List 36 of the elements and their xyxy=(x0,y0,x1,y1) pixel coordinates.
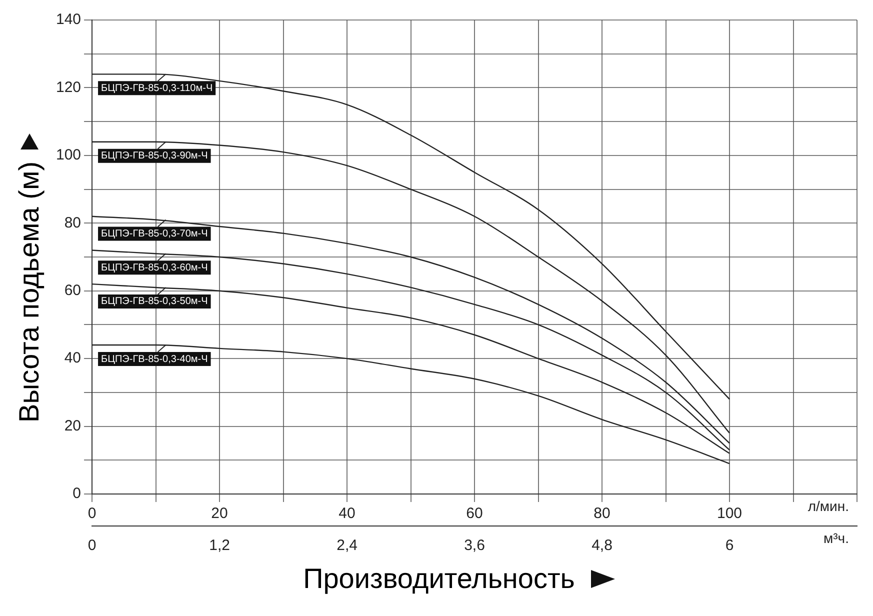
line-series xyxy=(92,74,730,400)
line-series xyxy=(92,344,730,464)
x-tick-label: 100 xyxy=(716,505,742,522)
legend-label: БЦПЭ-ГВ-85-0,3-110м-Ч xyxy=(101,82,213,94)
y-tick-label: 60 xyxy=(64,282,82,299)
legend-label: БЦПЭ-ГВ-85-0,3-60м-Ч xyxy=(101,262,208,274)
x2-tick-label: 1,2 xyxy=(209,537,230,554)
line-series xyxy=(92,216,730,444)
legend-label: БЦПЭ-ГВ-85-0,3-50м-Ч xyxy=(101,296,208,308)
text: л/мин. xyxy=(808,498,849,514)
x2-tick-label: 0 xyxy=(88,537,96,554)
y-tick-label: 120 xyxy=(56,78,82,96)
x-tick-label: 80 xyxy=(594,505,610,522)
x2-tick-label: 3,6 xyxy=(464,537,485,554)
x2-tick-label: 2,4 xyxy=(336,537,358,554)
y-tick-label: 140 xyxy=(56,11,82,28)
line-series xyxy=(92,283,730,454)
legend-label: БЦПЭ-ГВ-85-0,3-70м-Ч xyxy=(101,228,208,240)
y-axis-title: Высота подьема (м) xyxy=(14,161,46,423)
line-series xyxy=(92,141,730,434)
x-tick-label: 60 xyxy=(466,505,483,522)
line-series xyxy=(92,250,730,451)
legend-label: БЦПЭ-ГВ-85-0,3-90м-Ч xyxy=(101,150,208,162)
x-tick-label: 20 xyxy=(211,505,228,522)
y-tick-label: 40 xyxy=(64,350,82,367)
text: м³ч. xyxy=(824,530,849,546)
y-tick-label: 80 xyxy=(64,214,82,232)
x2-tick-label: 6 xyxy=(725,537,734,554)
x-tick-label: 40 xyxy=(338,505,356,522)
y-tick-label: 100 xyxy=(56,146,82,164)
y-tick-label: 20 xyxy=(64,417,82,434)
x-tick-label: 0 xyxy=(88,505,96,522)
y-tick-label: 0 xyxy=(72,485,82,502)
legend-label: БЦПЭ-ГВ-85-0,3-40м-Ч xyxy=(101,354,208,365)
x-axis-title: Производительность xyxy=(303,563,575,595)
x2-tick-label: 4,8 xyxy=(592,537,612,554)
